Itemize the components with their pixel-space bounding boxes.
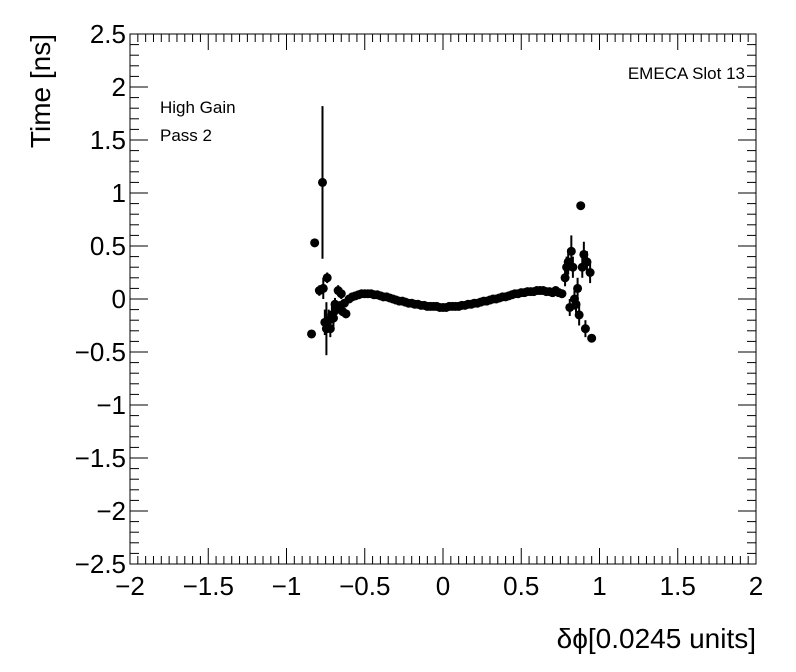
y-tick-label: 2.5 [90,19,126,49]
y-tick-label: 2 [112,72,126,102]
y-tick-label: −1.5 [75,443,126,473]
marker [328,313,338,323]
y-tick-label: 1.5 [90,125,126,155]
data-point [307,329,317,339]
data-point [322,272,332,284]
marker [557,289,567,299]
y-tick-label: −1 [96,390,126,420]
x-tick-label: −2 [115,571,145,601]
data-point [317,106,327,259]
y-axis-title: Time [ns] [25,34,56,148]
marker [341,309,351,319]
x-axis-title: δϕ[0.0245 units] [557,623,756,654]
marker [568,262,578,272]
data-point [336,288,346,299]
data-point [318,277,328,299]
marker [336,289,346,299]
marker [307,329,317,339]
data-point [310,238,320,248]
marker [580,324,590,334]
x-tick-label: 0.5 [503,571,539,601]
y-tick-label: 0.5 [90,231,126,261]
data-point [568,256,578,278]
x-tick-label: 2 [749,571,763,601]
y-tick-label: −0.5 [75,337,126,367]
x-tick-label: −1 [272,571,302,601]
y-tick-label: −2 [96,496,126,526]
marker [322,273,332,283]
y-tick-label: −2.5 [75,549,126,579]
x-tick-label: 1.5 [660,571,696,601]
data-point [557,289,567,299]
data-point [574,304,584,326]
data-point [580,320,590,338]
marker [576,201,586,211]
data-point [585,261,595,284]
data-point [566,235,576,268]
y-tick-label: 1 [112,178,126,208]
marker [310,238,320,248]
marker [317,177,327,187]
pass-annotation: Pass 2 [160,126,212,145]
slot-annotation: EMECA Slot 13 [628,64,745,83]
x-tick-label: 1 [592,571,606,601]
marker [566,246,576,256]
data-point [341,309,351,319]
marker [318,283,328,293]
x-tick-label: 0 [436,571,450,601]
data-point [587,333,597,343]
plot-frame [129,33,757,565]
axis-ticks [129,33,757,565]
marker [587,333,597,343]
data-point [576,201,586,211]
marker [574,310,584,320]
marker [585,268,595,277]
y-tick-label: 0 [112,284,126,314]
axis-tick-labels: −2 −1.5 −1 −0.5 0 0.5 1 1.5 2−2.5−2−1.5−1−0.500.… [75,19,764,601]
gain-annotation: High Gain [160,98,236,117]
data-points [307,106,597,356]
data-point [573,277,583,299]
x-tick-label: −0.5 [339,571,390,601]
x-tick-label: −1.5 [183,571,234,601]
marker [573,283,583,293]
marker [560,273,570,283]
